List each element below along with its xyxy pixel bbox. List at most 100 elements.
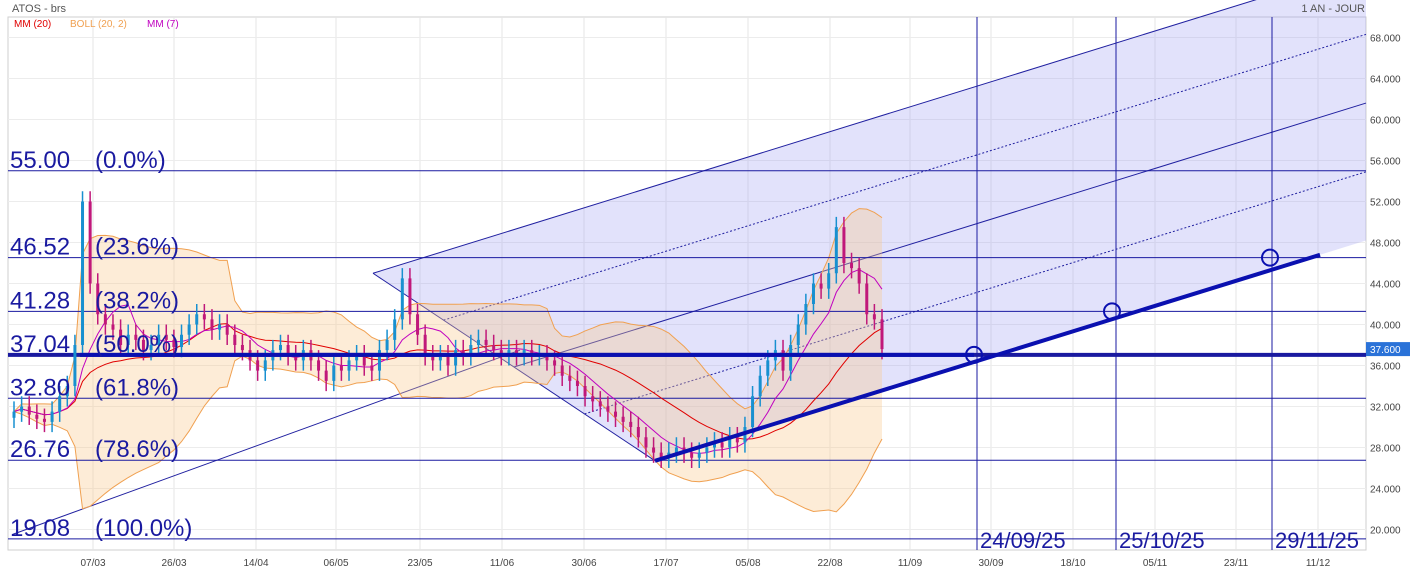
candle-body	[134, 334, 138, 340]
candle-body	[697, 452, 701, 458]
candle-body	[751, 396, 755, 427]
candle-body	[705, 447, 709, 453]
candle-body	[476, 339, 480, 345]
candle-body	[393, 319, 397, 340]
pitchfork-quarter	[584, 171, 1367, 415]
candle-body	[324, 370, 328, 381]
y-tick-label: 56.000	[1370, 157, 1401, 168]
candle-body	[758, 375, 762, 397]
candle-body	[446, 355, 450, 366]
candle-body	[507, 350, 511, 356]
candle-body	[850, 263, 854, 269]
pitchfork-area	[373, 0, 1366, 461]
candle-body	[111, 324, 115, 330]
x-tick-label: 11/09	[898, 558, 923, 569]
grid	[7, 16, 1367, 551]
date-marker-label: 24/09/25	[980, 528, 1066, 553]
candle-body	[857, 268, 861, 284]
candle-body	[88, 201, 92, 284]
trend-line	[80, 248, 1321, 463]
candle-body	[119, 329, 123, 345]
candle-body	[819, 283, 823, 289]
date-markers: 24/09/25 25/10/25 29/11/25	[976, 17, 1359, 553]
candle-body	[408, 278, 412, 315]
candle-body	[225, 324, 229, 335]
candle-body	[766, 360, 770, 376]
candle-body	[172, 339, 176, 348]
candle-body	[720, 442, 724, 448]
candle-body	[652, 447, 656, 453]
y-tick-label: 28.000	[1370, 444, 1401, 455]
candle-body	[728, 437, 732, 448]
axes: 07/03 26/03 14/04 06/05 23/05 11/06 30/06 17/07…	[80, 34, 1410, 569]
x-tick-label: 30/09	[978, 558, 1003, 569]
candle-body	[416, 314, 420, 335]
fib-pct-label: (23.6%)	[95, 234, 179, 261]
y-tick-label: 44.000	[1370, 280, 1401, 291]
candle-body	[598, 401, 602, 407]
candle-body	[233, 334, 237, 345]
candle-body	[834, 227, 838, 274]
candle-body	[278, 345, 282, 351]
candle-body	[530, 350, 534, 356]
x-tick-label: 26/03	[161, 558, 186, 569]
candle-body	[65, 386, 69, 397]
pitchfork-lower-guide	[11, 349, 521, 536]
y-tick-label: 36.000	[1370, 362, 1401, 373]
candle-body	[263, 360, 267, 371]
candle-body	[370, 365, 374, 371]
candle-body	[781, 350, 785, 371]
candle-body	[73, 345, 77, 386]
candle-body	[659, 452, 663, 458]
target-circle	[1103, 302, 1121, 321]
last-price-label: 37.600	[1370, 345, 1401, 356]
y-tick-label: 64.000	[1370, 75, 1401, 86]
candle-body	[454, 350, 458, 366]
y-tick-label: 20.000	[1370, 526, 1401, 537]
x-tick-label: 23/05	[407, 558, 432, 569]
candle-body	[256, 360, 260, 371]
fib-value-label: 32.80	[10, 374, 70, 401]
candle-body	[796, 324, 800, 345]
candle-body	[575, 380, 579, 386]
candle-body	[339, 365, 343, 371]
candle-body	[865, 283, 869, 315]
candle-body	[492, 345, 496, 351]
candle-body	[400, 278, 404, 320]
candle-body	[218, 324, 222, 330]
candle-body	[469, 345, 473, 356]
y-tick-label: 60.000	[1370, 116, 1401, 127]
candle-body	[560, 365, 564, 376]
candle-body	[872, 314, 876, 320]
candle-body	[180, 334, 184, 348]
candle-body	[461, 350, 465, 356]
fibonacci-labels: 55.00 (0.0%) 46.52 (23.6%) 41.28 (38.2%) 37.04…	[10, 147, 192, 542]
candle-body	[827, 273, 831, 289]
date-marker-label: 25/10/25	[1119, 528, 1205, 553]
candle-body	[522, 350, 526, 356]
candle-body	[164, 334, 168, 340]
target-circle	[1261, 248, 1279, 267]
candle-body	[355, 355, 359, 361]
x-tick-label: 11/12	[1306, 558, 1331, 569]
candle-body	[712, 442, 716, 448]
last-price-tag	[1366, 342, 1410, 357]
y-tick-label: 52.000	[1370, 198, 1401, 209]
fib-value-label: 26.76	[10, 436, 70, 463]
candle-body	[629, 421, 633, 427]
fib-value-label: 19.08	[10, 515, 70, 542]
candles	[12, 191, 884, 468]
x-tick-label: 05/08	[735, 558, 760, 569]
candle-body	[35, 414, 39, 419]
candle-body	[187, 324, 191, 335]
candle-body	[553, 360, 557, 366]
y-tick-label: 68.000	[1370, 34, 1401, 45]
candle-body	[317, 360, 321, 371]
period-label: 1 AN - JOUR	[1301, 3, 1365, 15]
candle-body	[804, 304, 808, 325]
fib-value-label: 41.28	[10, 287, 70, 314]
candle-body	[385, 339, 389, 351]
pitchfork-quarter	[443, 33, 1367, 321]
candle-body	[636, 427, 640, 438]
candle-body	[515, 350, 519, 356]
